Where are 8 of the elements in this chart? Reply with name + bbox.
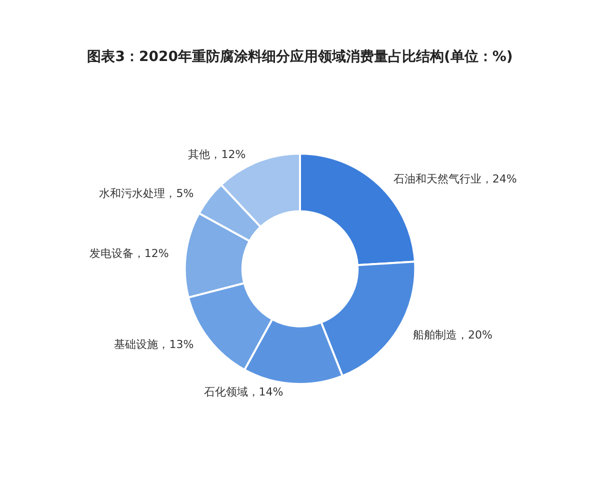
slice-label: 石油和天然气行业，24%	[393, 172, 517, 186]
slice-label: 基础设施，13%	[114, 338, 194, 351]
chart-title: 图表3：2020年重防腐涂料细分应用领域消费量占比结构(单位：%)	[87, 48, 513, 65]
slice-label: 其他，12%	[188, 148, 246, 161]
slice-label: 石化领域，14%	[204, 385, 284, 398]
slice-label: 船舶制造，20%	[413, 328, 492, 342]
slice-label: 水和污水处理，5%	[99, 186, 194, 200]
slice-label: 发电设备，12%	[89, 246, 169, 260]
